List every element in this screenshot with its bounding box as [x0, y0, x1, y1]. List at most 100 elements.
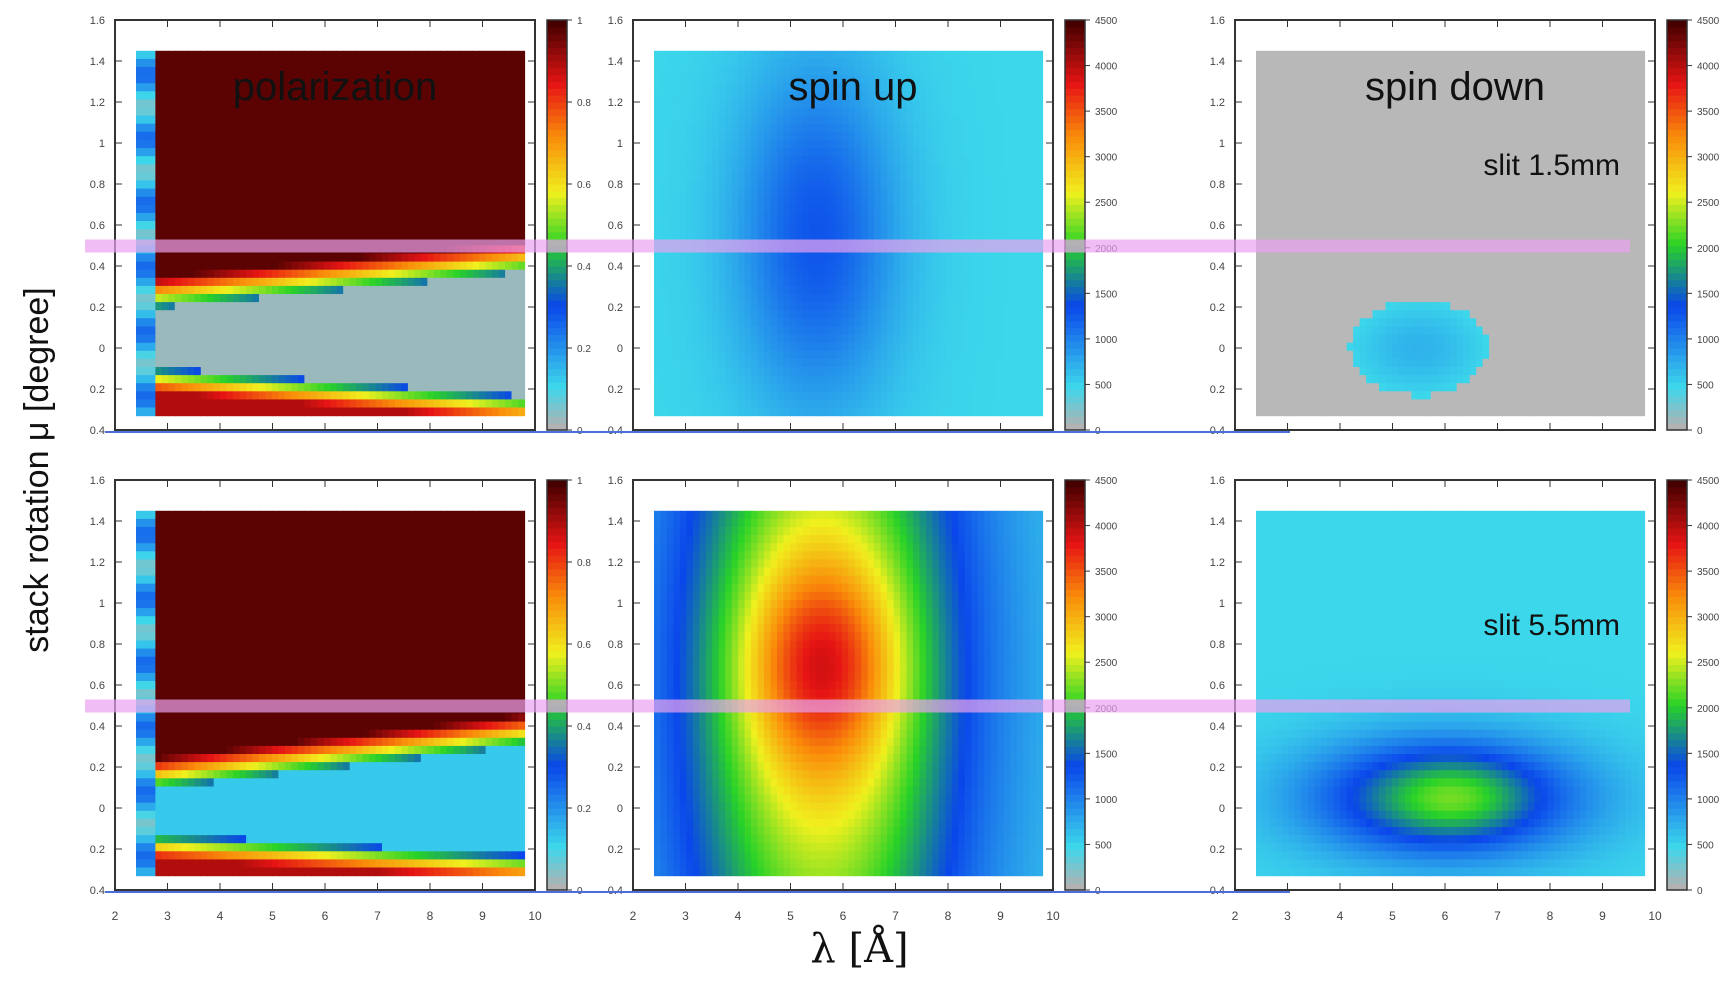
heatmap-cell: [757, 399, 765, 409]
heatmap-cell: [401, 67, 409, 76]
heatmap-cell: [951, 326, 959, 336]
heatmap-cell: [349, 375, 357, 384]
heatmap-cell: [783, 75, 791, 84]
heatmap-cell: [511, 350, 519, 360]
heatmap-cell: [168, 261, 176, 271]
heatmap-cell: [938, 391, 946, 400]
heatmap-cell: [815, 91, 823, 100]
heatmap-cell: [913, 318, 921, 327]
heatmap-cell: [459, 91, 467, 100]
heatmap-cell: [809, 253, 817, 263]
heatmap-cell: [932, 91, 940, 100]
heatmap-cell: [679, 302, 687, 311]
heatmap-cell: [310, 399, 318, 409]
heatmap-cell: [731, 407, 739, 417]
heatmap-cell: [964, 75, 972, 84]
heatmap-cell: [136, 318, 144, 327]
heatmap-cell: [783, 367, 791, 376]
heatmap-cell: [913, 285, 921, 295]
heatmap-cell: [505, 229, 513, 238]
heatmap-cell: [194, 277, 202, 287]
heatmap-cell: [148, 285, 156, 295]
heatmap-cell: [349, 229, 357, 238]
heatmap-cell: [207, 310, 215, 319]
heatmap-cell: [136, 342, 144, 352]
heatmap-cell: [692, 212, 700, 222]
heatmap-cell: [233, 261, 241, 271]
heatmap-cell: [926, 334, 934, 344]
heatmap-cell: [323, 75, 331, 84]
heatmap-cell: [498, 261, 506, 271]
heatmap-cell: [485, 115, 493, 125]
heatmap-cell: [317, 221, 325, 230]
heatmap-cell: [951, 350, 959, 360]
heatmap-cell: [395, 212, 403, 222]
heatmap-cell: [880, 391, 888, 400]
heatmap-cell: [667, 99, 675, 109]
heatmap-cell: [835, 326, 843, 336]
heatmap-cell: [304, 383, 312, 392]
heatmap-cell: [738, 172, 746, 182]
heatmap-cell: [945, 139, 953, 149]
heatmap-cell: [310, 139, 318, 149]
heatmap-cell: [485, 318, 493, 327]
heatmap-cell: [654, 310, 662, 319]
heatmap-cell: [802, 221, 810, 230]
heatmap-cell: [887, 123, 895, 133]
heatmap-cell: [822, 91, 830, 100]
heatmap-cell: [168, 91, 176, 100]
heatmap-cell: [861, 407, 869, 417]
heatmap-cell: [136, 358, 144, 368]
heatmap-cell: [207, 148, 215, 157]
heatmap-cell: [906, 164, 914, 173]
heatmap-cell: [336, 99, 344, 109]
heatmap-cell: [822, 350, 830, 360]
heatmap-cell: [790, 83, 798, 92]
heatmap-cell: [828, 99, 836, 109]
heatmap-cell: [919, 399, 927, 409]
heatmap-cell: [770, 342, 778, 352]
heatmap-cell: [323, 367, 331, 376]
heatmap-cell: [459, 180, 467, 190]
heatmap-cell: [349, 294, 357, 303]
heatmap-cell: [142, 50, 150, 60]
heatmap-cell: [835, 107, 843, 117]
heatmap-cell: [440, 188, 448, 198]
heatmap-cell: [751, 196, 759, 206]
heatmap-cell: [932, 164, 940, 173]
heatmap-cell: [407, 285, 415, 295]
heatmap-cell: [958, 358, 966, 368]
heatmap-cell: [764, 350, 772, 360]
heatmap-cell: [764, 285, 772, 295]
colorbar-segment: [547, 341, 567, 349]
heatmap-cell: [809, 156, 817, 165]
heatmap-cell: [511, 188, 519, 198]
heatmap-cell: [194, 229, 202, 238]
heatmap-cell: [673, 180, 681, 190]
heatmap-cell: [148, 318, 156, 327]
heatmap-cell: [809, 407, 817, 417]
heatmap-cell: [699, 180, 707, 190]
heatmap-cell: [278, 269, 286, 279]
heatmap-cell: [291, 367, 299, 376]
heatmap-cell: [796, 294, 804, 303]
heatmap-cell: [932, 277, 940, 287]
heatmap-cell: [906, 399, 914, 409]
heatmap-cell: [777, 148, 785, 157]
heatmap-cell: [155, 204, 163, 214]
heatmap-cell: [900, 399, 908, 409]
heatmap-cell: [686, 131, 694, 141]
heatmap-cell: [161, 383, 169, 392]
heatmap-cell: [310, 310, 318, 319]
heatmap-cell: [900, 375, 908, 384]
heatmap-cell: [252, 180, 260, 190]
heatmap-cell: [673, 123, 681, 133]
heatmap-cell: [194, 326, 202, 336]
heatmap-cell: [252, 139, 260, 149]
heatmap-cell: [887, 391, 895, 400]
heatmap-cell: [757, 180, 765, 190]
heatmap-cell: [809, 139, 817, 149]
heatmap-cell: [278, 148, 286, 157]
heatmap-cell: [887, 285, 895, 295]
heatmap-cell: [142, 131, 150, 141]
